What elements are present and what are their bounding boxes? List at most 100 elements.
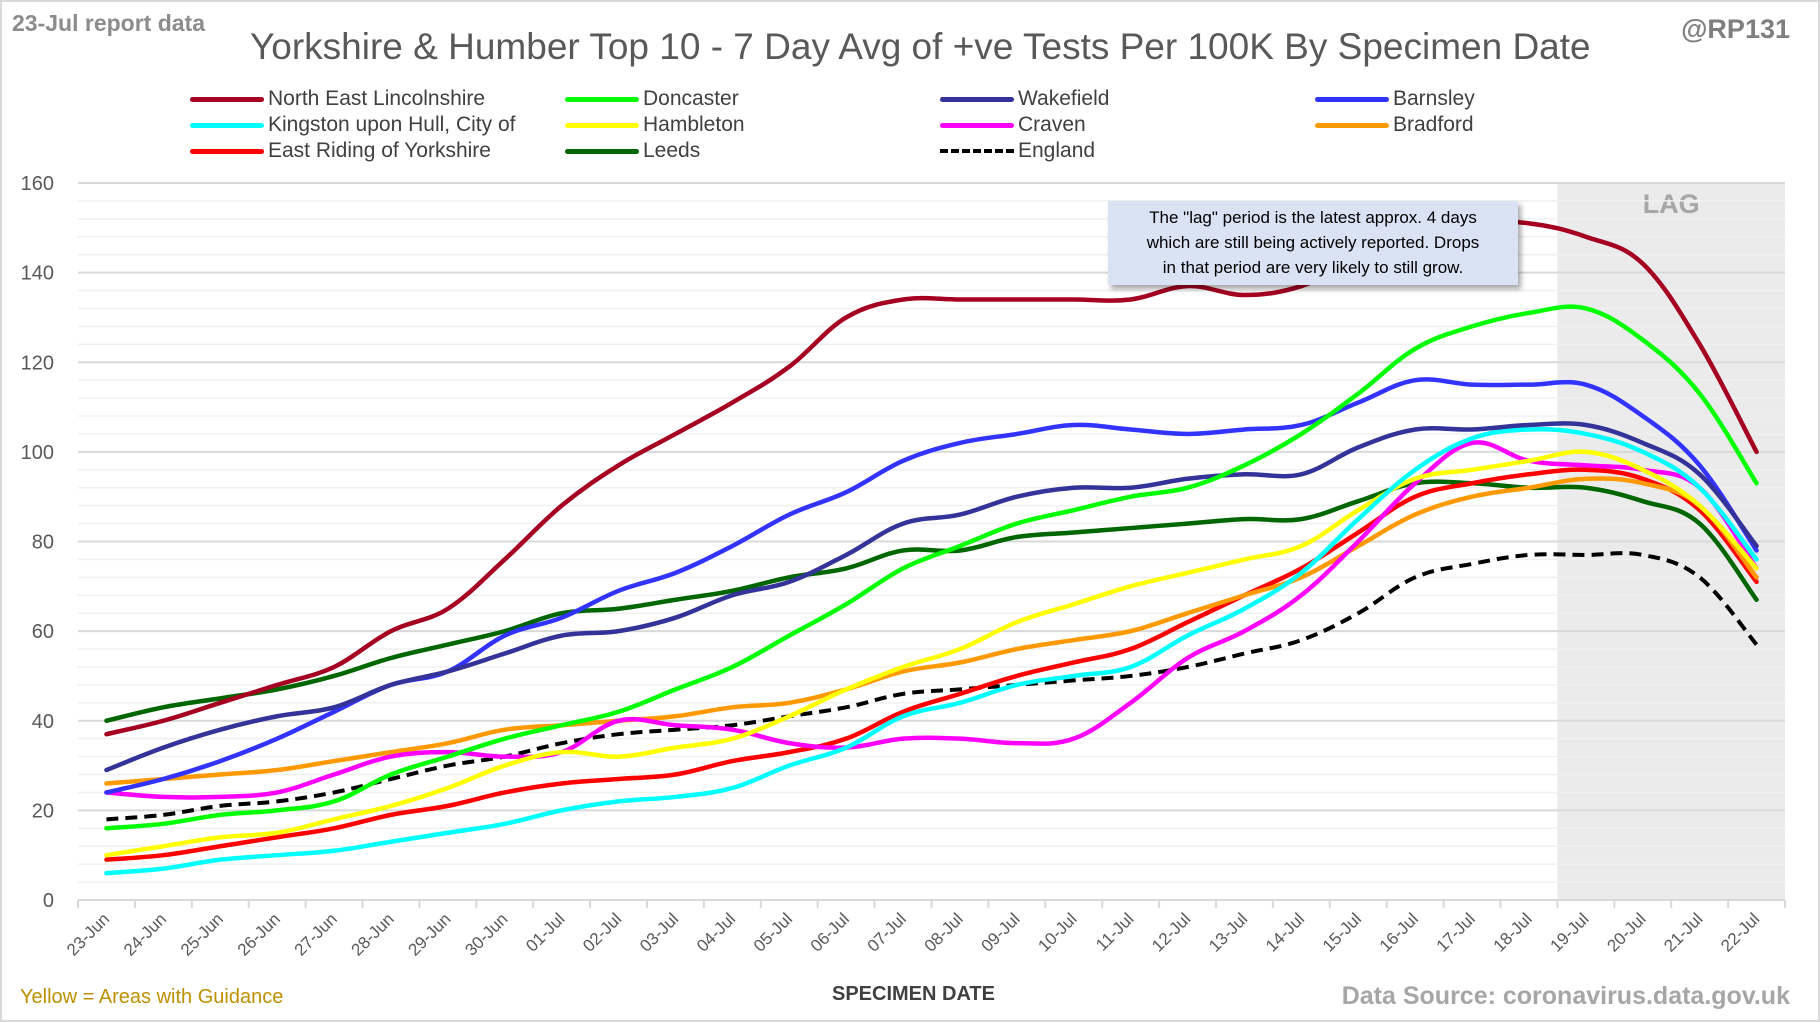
y-tick-label: 160 <box>21 173 54 195</box>
x-tick-label: 04-Jul <box>693 909 739 955</box>
x-tick-label: 09-Jul <box>977 909 1023 955</box>
legend-swatch <box>565 96 639 102</box>
x-tick-label: 23-Jun <box>63 909 113 959</box>
legend-label: Craven <box>1018 113 1086 136</box>
series-kingston-upon-hull-city-of <box>104 427 1759 876</box>
legend-swatch <box>190 122 264 128</box>
legend-swatch <box>565 148 639 154</box>
legend-item: Wakefield <box>940 86 1109 112</box>
legend-label: Doncaster <box>643 87 739 110</box>
x-tick-label: 06-Jul <box>807 909 853 955</box>
x-tick-label: 14-Jul <box>1262 909 1308 955</box>
report-date-label: 23-Jul report data <box>12 10 205 36</box>
y-tick-label: 120 <box>21 352 54 374</box>
x-tick-label: 13-Jul <box>1205 909 1251 955</box>
x-tick-label: 03-Jul <box>636 909 682 955</box>
y-tick-label: 60 <box>32 621 54 643</box>
legend-swatch <box>190 148 264 154</box>
x-tick-label: 25-Jun <box>177 909 227 959</box>
x-tick-label: 16-Jul <box>1376 909 1422 955</box>
x-tick-label: 21-Jul <box>1660 909 1706 955</box>
x-tick-label: 19-Jul <box>1546 909 1592 955</box>
series-line <box>104 449 1759 858</box>
legend-item: Leeds <box>565 138 700 164</box>
x-tick-label: 24-Jun <box>120 909 170 959</box>
callout-line: which are still being actively reported.… <box>1146 233 1480 252</box>
legend-label: Wakefield <box>1018 87 1110 110</box>
series-line <box>104 421 1759 773</box>
series-wakefield <box>104 421 1759 773</box>
series-line <box>104 304 1759 831</box>
legend-swatch <box>1315 96 1389 102</box>
y-tick-label: 40 <box>32 711 54 733</box>
series-hambleton <box>104 449 1759 858</box>
x-tick-label: 22-Jul <box>1717 909 1763 955</box>
legend-item: Barnsley <box>1315 86 1475 112</box>
legend-swatch <box>940 149 1014 153</box>
callout-line: in that period are very likely to still … <box>1162 258 1464 277</box>
legend-item: Craven <box>940 112 1086 138</box>
x-tick-label: 29-Jun <box>404 909 454 959</box>
y-tick-label: 80 <box>32 532 54 554</box>
x-tick-label: 01-Jul <box>522 909 568 955</box>
legend-swatch <box>565 122 639 128</box>
series-line <box>106 551 1759 822</box>
legend-swatch <box>190 96 264 102</box>
legend-label: Hambleton <box>643 113 745 136</box>
x-tick-label: 17-Jul <box>1433 909 1479 955</box>
y-tick-label: 100 <box>21 442 54 464</box>
x-axis-title: SPECIMEN DATE <box>832 983 995 1005</box>
legend-label: East Riding of Yorkshire <box>268 139 491 162</box>
x-tick-label: 12-Jul <box>1148 909 1194 955</box>
lag-callout: The "lag" period is the latest approx. 4… <box>1108 201 1518 285</box>
y-tick-label: 140 <box>21 263 54 285</box>
series-craven <box>104 440 1759 800</box>
legend-label: Bradford <box>1393 113 1474 136</box>
x-tick-label: 07-Jul <box>864 909 910 955</box>
x-tick-label: 15-Jul <box>1319 909 1365 955</box>
legend-item: Bradford <box>1315 112 1474 138</box>
x-tick-label: 20-Jul <box>1603 909 1649 955</box>
x-tick-label: 18-Jul <box>1490 909 1536 955</box>
series-line <box>104 476 1759 786</box>
legend-item: England <box>940 138 1095 164</box>
legend-item: Kingston upon Hull, City of <box>190 112 515 138</box>
x-tick-label: 27-Jun <box>291 909 341 959</box>
legend-item: North East Lincolnshire <box>190 86 485 112</box>
x-tick-label: 26-Jun <box>234 909 284 959</box>
series-line <box>104 377 1759 795</box>
series-barnsley <box>104 377 1759 795</box>
legend-label: Leeds <box>643 139 701 162</box>
callout-line: The "lag" period is the latest approx. 4… <box>1149 208 1477 227</box>
author-handle: @RP131 <box>1681 14 1790 44</box>
series-bradford <box>104 476 1759 786</box>
series-england <box>106 551 1759 822</box>
y-tick-label: 20 <box>32 800 54 822</box>
legend-swatch <box>940 96 1014 102</box>
legend-swatch <box>940 122 1014 128</box>
legend-swatch <box>1315 122 1389 128</box>
x-tick-label: 10-Jul <box>1034 909 1080 955</box>
series-east-riding-of-yorkshire <box>104 467 1759 862</box>
legend-label: North East Lincolnshire <box>268 87 486 110</box>
x-tick-label: 08-Jul <box>921 909 967 955</box>
guidance-note: Yellow = Areas with Guidance <box>20 986 284 1008</box>
x-tick-label: 11-Jul <box>1092 909 1137 954</box>
legend-item: East Riding of Yorkshire <box>190 138 491 164</box>
legend-label: Kingston upon Hull, City of <box>268 113 516 136</box>
series-doncaster <box>104 304 1759 831</box>
x-tick-label: 02-Jul <box>579 909 625 955</box>
series-line <box>104 467 1759 862</box>
lag-label: LAG <box>1643 189 1700 219</box>
data-source: Data Source: coronavirus.data.gov.uk <box>1341 982 1790 1010</box>
x-tick-label: 30-Jun <box>461 909 511 959</box>
legend-item: Doncaster <box>565 86 739 112</box>
series-line <box>104 427 1759 876</box>
legend-label: England <box>1018 139 1096 162</box>
series-line <box>104 440 1759 800</box>
x-tick-label: 28-Jun <box>348 909 398 959</box>
legend-item: Hambleton <box>565 112 745 138</box>
x-tick-label: 05-Jul <box>750 909 796 955</box>
y-tick-label: 0 <box>43 890 54 912</box>
